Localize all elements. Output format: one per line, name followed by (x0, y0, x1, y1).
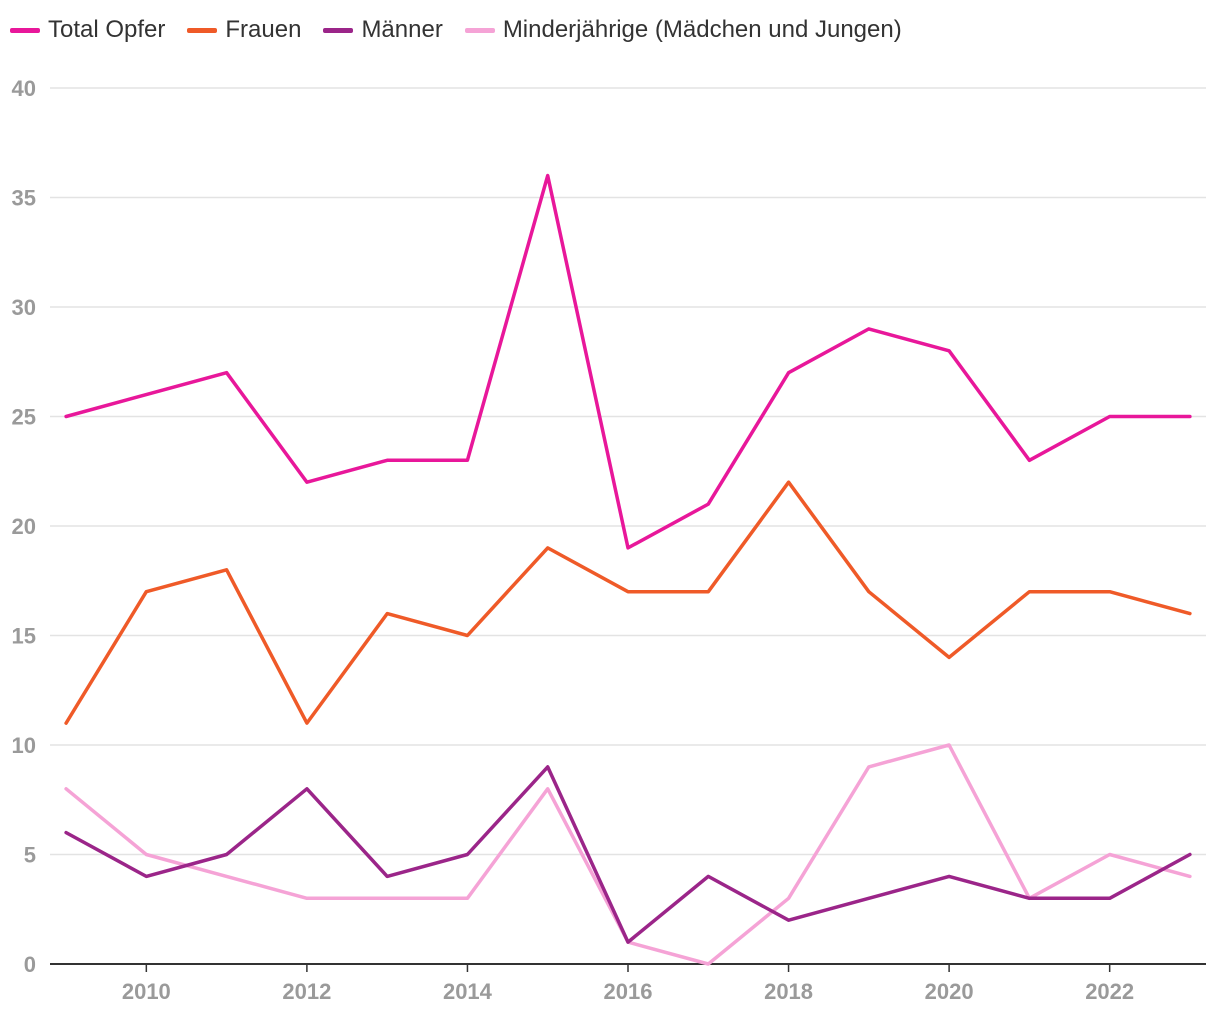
y-tick-label: 10 (12, 733, 36, 758)
series-line-m-nner (64, 765, 1192, 944)
x-tick-label: 2018 (764, 979, 813, 1004)
x-tick-label: 2010 (122, 979, 171, 1004)
legend-swatch-minderjaehrige (464, 27, 495, 33)
y-tick-label: 20 (12, 514, 36, 539)
y-tick-label: 40 (12, 76, 36, 101)
y-tick-label: 5 (24, 843, 36, 868)
legend-item-maenner[interactable]: Männer (323, 16, 443, 44)
y-tick-label: 30 (12, 295, 36, 320)
x-tick-label: 2016 (604, 979, 653, 1004)
x-tick-label: 2014 (443, 979, 493, 1004)
legend-swatch-frauen (187, 27, 218, 33)
legend-swatch-total-opfer (10, 27, 40, 33)
legend-item-total-opfer[interactable]: Total Opfer (10, 16, 165, 44)
y-tick-label: 25 (12, 405, 36, 430)
x-tick-label: 2012 (282, 979, 331, 1004)
series-line-frauen (64, 480, 1192, 725)
y-tick-label: 35 (12, 186, 36, 211)
x-tick-label: 2022 (1085, 979, 1134, 1004)
legend-label-minderjaehrige: Minderjährige (Mädchen und Jungen) (502, 16, 902, 43)
legend-label-total-opfer: Total Opfer (48, 16, 166, 43)
legend: Total Opfer Frauen Männer Minderjährige … (10, 12, 902, 48)
legend-item-frauen[interactable]: Frauen (187, 16, 301, 44)
legend-item-minderjaehrige[interactable]: Minderjährige (Mädchen und Jungen) (464, 16, 902, 44)
x-tick-label: 2020 (925, 979, 974, 1004)
y-tick-label: 15 (12, 624, 36, 649)
legend-swatch-maenner (323, 27, 354, 33)
legend-label-frauen: Frauen (225, 16, 302, 43)
series-line-total-opfer (64, 173, 1192, 550)
legend-label-maenner: Männer (361, 16, 443, 43)
y-tick-label: 0 (24, 952, 36, 977)
